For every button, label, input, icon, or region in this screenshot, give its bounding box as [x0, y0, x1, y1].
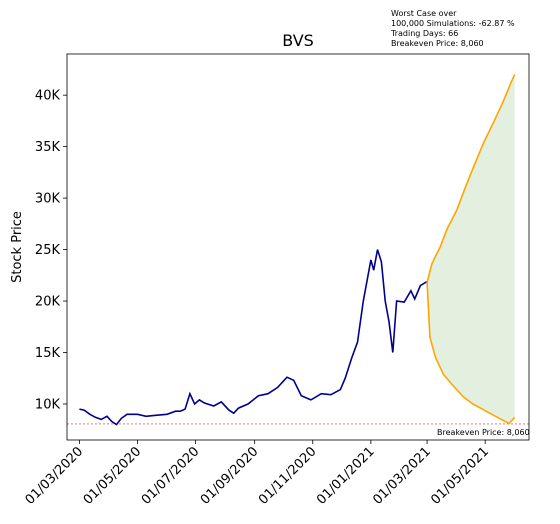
historical-price-line	[79, 249, 428, 426]
y-tick-label: 15K	[35, 346, 61, 361]
plot-frame	[66, 53, 530, 441]
simulation-range-fill	[427, 74, 515, 424]
annotation-line: 100,000 Simulations: -62.87 %	[391, 19, 515, 28]
plot-area: Breakeven Price: 8,060 10K 15K 20K 25K 30K 35K…	[23, 53, 530, 508]
x-tick-label: 01/05/2020	[81, 444, 145, 508]
x-tick-label: 01/01/2021	[314, 444, 378, 508]
x-tick-label: 01/03/2020	[23, 444, 87, 508]
simulation-lower-line	[426, 282, 516, 425]
y-axis-label: Stock Price	[10, 211, 25, 283]
simulation-upper-line	[426, 74, 516, 283]
y-tick-label: 35K	[35, 140, 61, 155]
x-tick-label: 01/03/2021	[370, 444, 434, 508]
y-tick-label: 10K	[35, 397, 61, 412]
y-tick-label: 25K	[35, 243, 61, 258]
breakeven-label: Breakeven Price: 8,060	[437, 428, 530, 437]
annotation-line: Breakeven Price: 8,060	[391, 39, 484, 48]
x-tick-label: 01/05/2021	[428, 444, 492, 508]
chart-title: BVS	[282, 31, 314, 50]
y-tick-label: 20K	[35, 295, 61, 310]
annotation-line: Worst Case over	[391, 9, 457, 18]
x-tick-label: 01/07/2020	[139, 444, 203, 508]
x-tick-label: 01/11/2020	[256, 444, 320, 508]
simulation-annotation: Worst Case over 100,000 Simulations: -62…	[391, 9, 515, 49]
annotation-line: Trading Days: 66	[391, 29, 459, 38]
x-tick-label: 01/09/2020	[198, 444, 262, 508]
y-tick-label: 30K	[35, 192, 61, 207]
y-tick-label: 40K	[35, 89, 61, 104]
